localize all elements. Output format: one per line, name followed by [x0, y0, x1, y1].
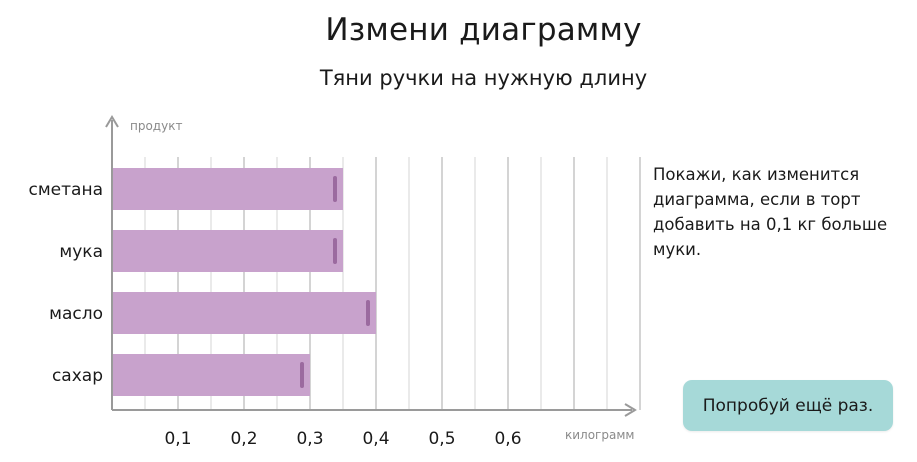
page-subtitle: Тяни ручки на нужную длину	[319, 66, 648, 90]
bar-drag-handle[interactable]	[333, 238, 337, 264]
x-tick-label: 0,6	[494, 429, 521, 449]
x-axis-title: килограмм	[565, 428, 634, 442]
y-category-labels: сметана мука масло сахар	[29, 180, 103, 386]
x-tick-label: 0,4	[362, 429, 389, 449]
x-tick-labels: 0,1 0,2 0,3 0,4 0,5 0,6	[164, 429, 521, 449]
y-category-label: мука	[59, 242, 103, 262]
task-instruction: Покажи, как изменится диаграмма, если в …	[653, 165, 888, 259]
x-tick-label: 0,5	[428, 429, 455, 449]
y-axis-arrow-icon	[105, 115, 119, 128]
y-axis-title: продукт	[130, 119, 182, 133]
bar-drag-handle[interactable]	[366, 300, 370, 326]
bar-3	[112, 354, 310, 396]
x-tick-label: 0,2	[230, 429, 257, 449]
bar-drag-handle[interactable]	[333, 176, 337, 202]
y-category-label: сметана	[29, 180, 103, 200]
bars	[112, 168, 376, 396]
x-axis-arrow-icon	[624, 403, 637, 417]
bar-1	[112, 230, 343, 272]
bar-drag-handle[interactable]	[300, 362, 304, 388]
retry-button[interactable]: Попробуй ещё раз.	[683, 380, 893, 431]
y-category-label: масло	[49, 304, 103, 324]
axes: продукт килограмм	[105, 115, 637, 442]
bar-2	[112, 292, 376, 334]
x-tick-label: 0,3	[296, 429, 323, 449]
page-title: Измени диаграмму	[325, 12, 642, 48]
x-tick-label: 0,1	[164, 429, 191, 449]
y-category-label: сахар	[52, 366, 103, 386]
bar-0	[112, 168, 343, 210]
